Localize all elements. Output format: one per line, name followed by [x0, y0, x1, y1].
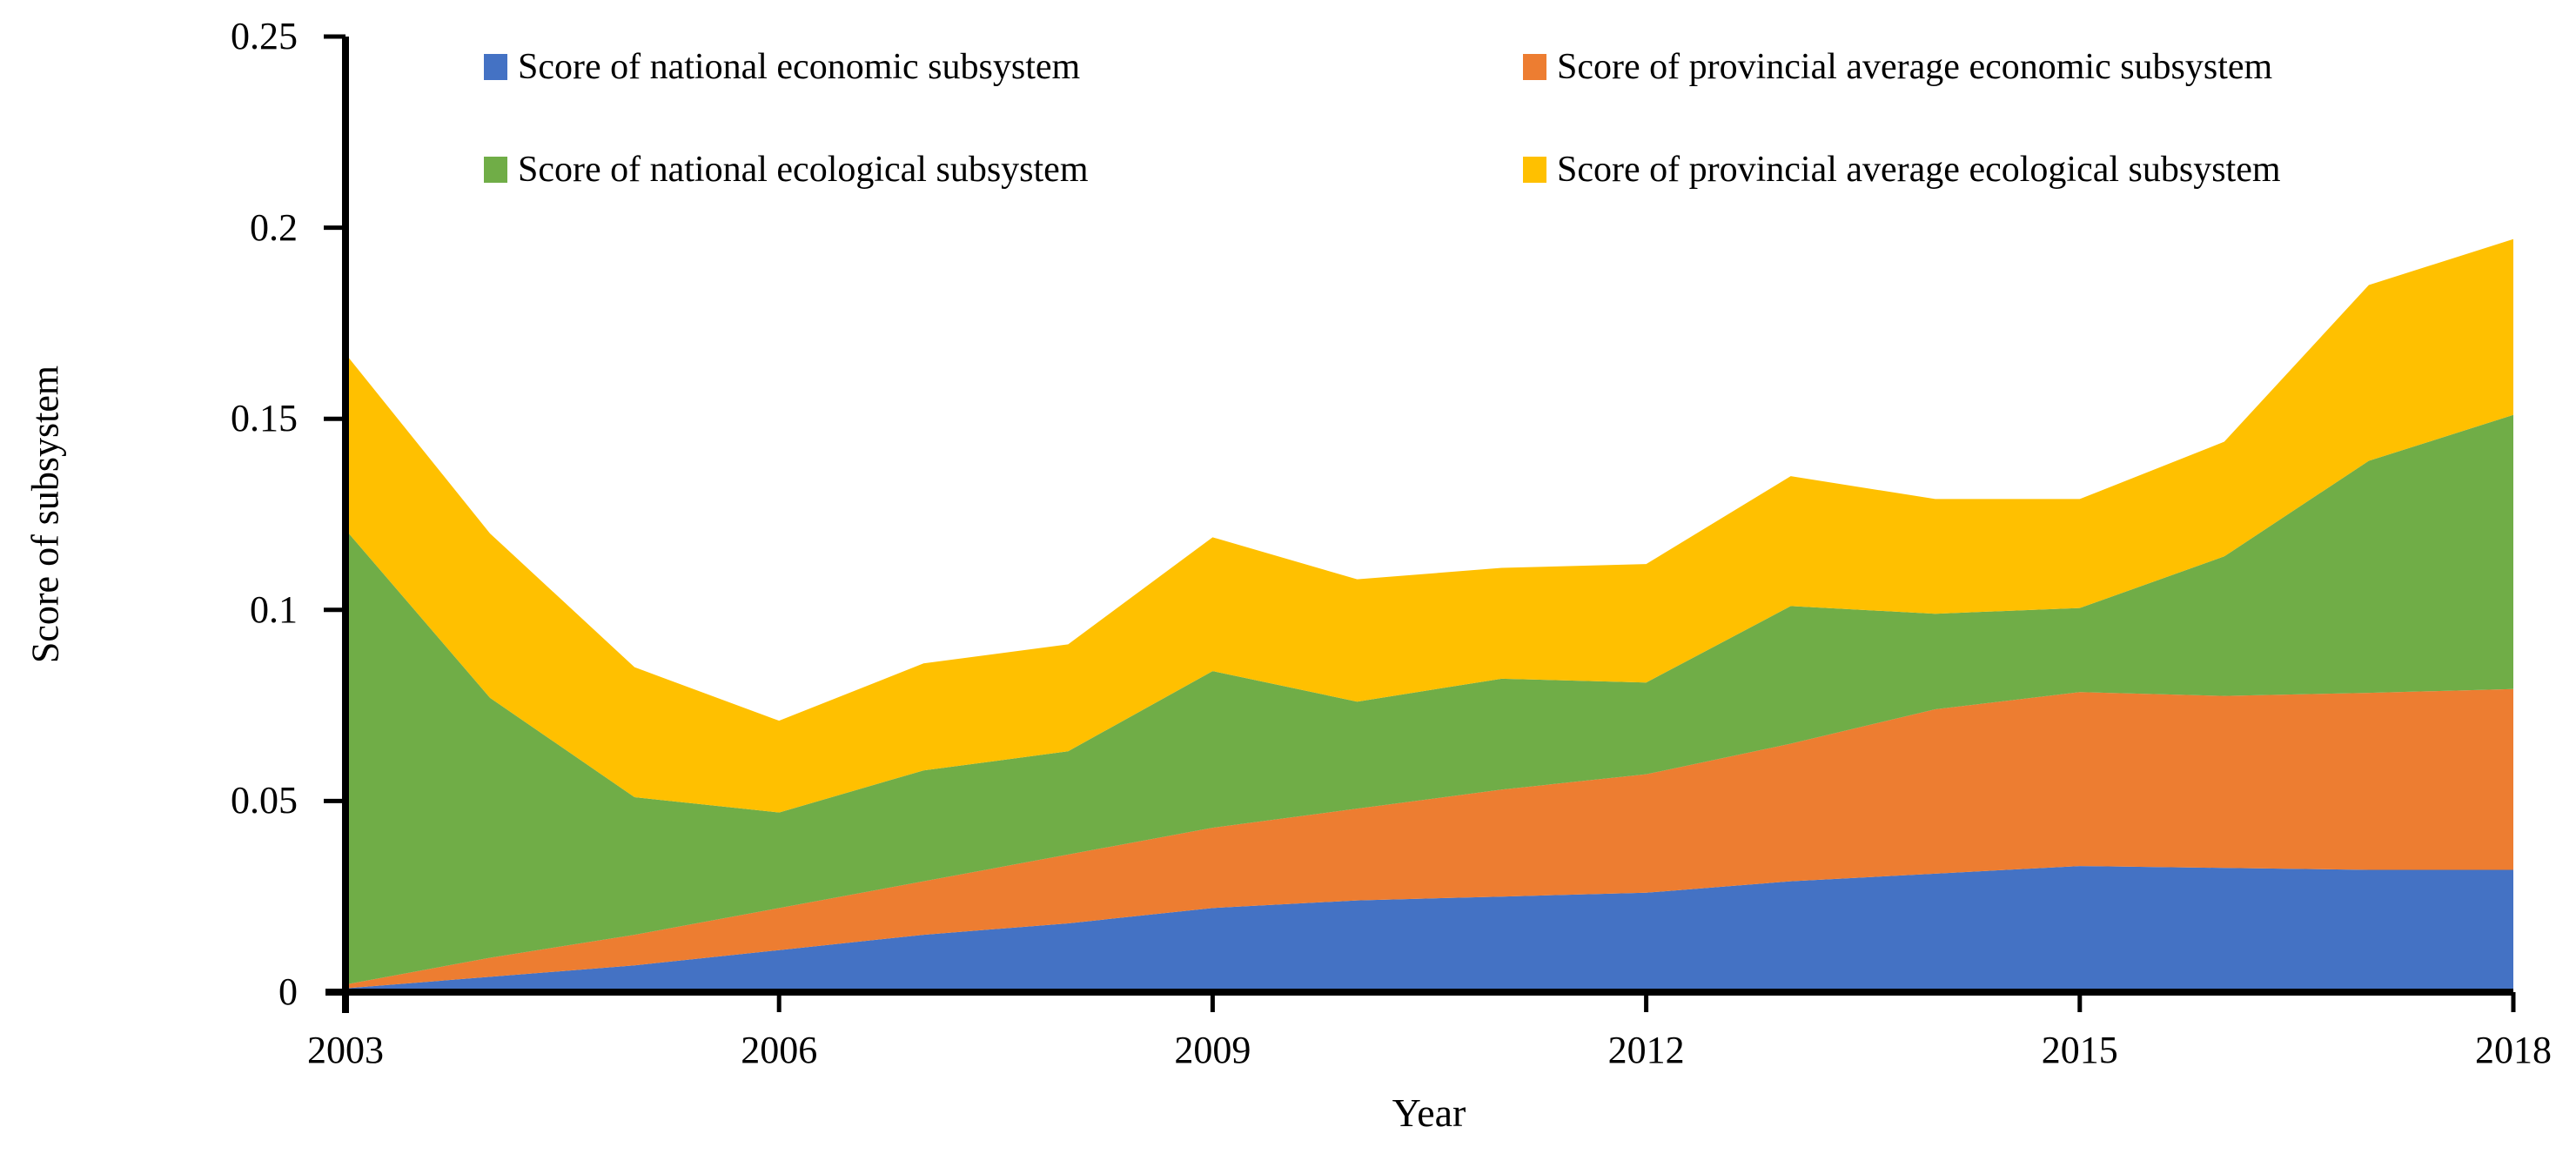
- legend-swatch-provincial-average-economic-icon: [1523, 54, 1546, 80]
- x-axis-tick-label: 2009: [1174, 1029, 1251, 1071]
- legend-label-provincial-average-ecological: Score of provincial average ecological s…: [1557, 150, 2281, 190]
- y-axis-tick-label: 0.05: [231, 779, 298, 822]
- x-axis-tick-label: 2018: [2475, 1029, 2552, 1071]
- legend-label-national-economic: Score of national economic subsystem: [518, 47, 1081, 87]
- legend-swatch-provincial-average-ecological-icon: [1523, 157, 1546, 183]
- legend-item-provincial-average-ecological: Score of provincial average ecological s…: [1523, 144, 2281, 196]
- legend-label-national-ecological: Score of national ecological subsystem: [518, 150, 1089, 190]
- x-axis-title: Year: [1392, 1090, 1466, 1135]
- legend-swatch-national-ecological-icon: [484, 157, 507, 183]
- x-axis-tick-label: 2015: [2041, 1029, 2118, 1071]
- y-axis-tick-label: 0.1: [250, 587, 298, 631]
- y-axis-tick-label: 0.15: [231, 397, 298, 440]
- legend-label-provincial-average-economic: Score of provincial average economic sub…: [1557, 47, 2273, 87]
- y-axis-tick-label: 0: [278, 970, 298, 1013]
- y-axis-title: Score of subsystem: [23, 365, 67, 664]
- area-national-ecological: [345, 414, 2513, 985]
- legend-item-national-ecological: Score of national ecological subsystem: [484, 144, 1089, 196]
- y-axis-tick-label: 0.2: [250, 205, 298, 249]
- legend-swatch-national-economic-icon: [484, 54, 507, 80]
- y-axis-tick-label: 0.25: [231, 15, 298, 57]
- legend-item-national-economic: Score of national economic subsystem: [484, 41, 1080, 93]
- x-axis-tick-label: 2006: [741, 1029, 818, 1071]
- area-provincial-average-economic: [345, 688, 2513, 989]
- area-provincial-average-ecological: [345, 238, 2513, 813]
- x-axis-tick-label: 2012: [1607, 1029, 1685, 1071]
- area-national-economic: [345, 866, 2513, 992]
- legend-item-provincial-average-economic: Score of provincial average economic sub…: [1523, 41, 2272, 93]
- x-axis-tick-label: 2003: [307, 1029, 384, 1071]
